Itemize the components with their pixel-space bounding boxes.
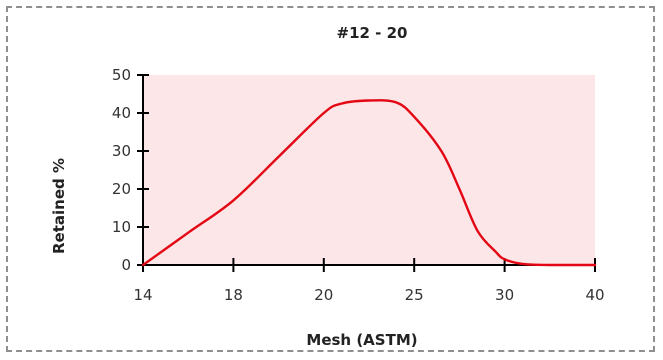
x-tick-label: 40 [585,286,604,304]
x-tick-label: 20 [314,286,333,304]
x-tick-label: 30 [495,286,514,304]
x-axis-label: Mesh (ASTM) [306,331,417,349]
y-axis-label: Retained % [50,158,68,254]
plot-area [143,75,595,265]
chart-title: #12 - 20 [337,24,408,42]
x-tick-label: 18 [224,286,243,304]
series-line [141,99,597,267]
y-tick-label: 40 [112,104,131,122]
y-tick-label: 10 [112,218,131,236]
y-tick-label: 0 [121,256,131,274]
x-tick-label: 25 [405,286,424,304]
y-tick-label: 20 [112,180,131,198]
chart-frame [6,6,655,352]
x-tick-label: 14 [133,286,152,304]
y-tick-label: 30 [112,142,131,160]
y-tick-label: 50 [112,66,131,84]
